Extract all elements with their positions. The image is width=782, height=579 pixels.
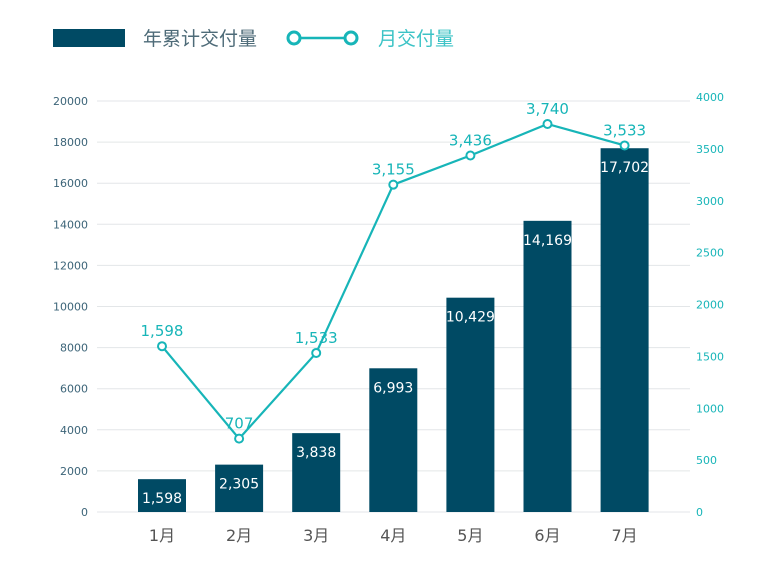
left-axis-tick-label: 14000 (53, 218, 88, 231)
bar (215, 464, 264, 512)
bar-data-label: 14,169 (523, 233, 572, 249)
line-data-label: 707 (225, 415, 254, 433)
left-axis-tick-label: 12000 (53, 259, 88, 272)
right-axis: 0 500 1000 1500 2000 2500 3000 3500 4000 (696, 91, 724, 519)
bar-data-label: 17,702 (600, 160, 649, 176)
bar-data-label: 10,429 (446, 310, 495, 326)
left-axis-tick-label: 10000 (53, 301, 88, 314)
right-axis-tick-label: 2000 (696, 299, 724, 312)
right-axis-tick-label: 3500 (696, 143, 724, 156)
left-axis-tick-label: 0 (81, 506, 88, 519)
legend-line-marker (343, 30, 359, 46)
line-marker (542, 118, 553, 129)
line-data-label: 1,598 (141, 322, 184, 340)
left-axis-tick-label: 2000 (60, 465, 88, 478)
line-marker (619, 140, 630, 151)
legend: 年累计交付量 月交付量 (53, 28, 454, 50)
x-axis-tick-label: 5月 (457, 526, 483, 545)
bar (523, 220, 572, 512)
x-axis-tick-label: 3月 (303, 526, 329, 545)
right-axis-tick-label: 2500 (696, 247, 724, 260)
bar (369, 368, 418, 512)
bar-data-label: 2,305 (219, 477, 259, 493)
line-data-label: 3,740 (526, 100, 569, 118)
line-marker (311, 347, 322, 358)
right-axis-tick-label: 4000 (696, 91, 724, 104)
x-axis-tick-label: 4月 (380, 526, 406, 545)
bar-data-label: 6,993 (373, 380, 413, 396)
x-axis-tick-label: 6月 (534, 526, 560, 545)
bar (600, 148, 649, 512)
right-axis-tick-label: 500 (696, 454, 717, 467)
line-data-label: 3,436 (449, 132, 492, 150)
bars: 1,598 2,305 3,838 6,993 10,429 14,169 17,702 (138, 148, 649, 512)
x-axis-tick-label: 2月 (226, 526, 252, 545)
legend-line-marker (286, 30, 302, 46)
line-series: 1,598 707 1,533 3,155 3,436 3,740 3,533 (141, 100, 646, 444)
legend-bar-swatch (53, 29, 125, 47)
line-marker (388, 179, 399, 190)
left-axis-tick-label: 18000 (53, 136, 88, 149)
x-axis-tick-label: 1月 (149, 526, 175, 545)
bar-data-label: 3,838 (296, 445, 336, 461)
legend-line-label: 月交付量 (378, 28, 454, 50)
bar (292, 433, 341, 512)
left-axis-tick-label: 8000 (60, 342, 88, 355)
line-data-label: 1,533 (295, 329, 338, 347)
right-axis-tick-label: 1000 (696, 402, 724, 415)
right-axis-tick-label: 1500 (696, 350, 724, 363)
x-axis: 1月 2月 3月 4月 5月 6月 7月 (149, 526, 638, 545)
legend-bar-label: 年累计交付量 (143, 28, 257, 50)
line-marker (465, 150, 476, 161)
line-data-label: 3,533 (603, 121, 646, 139)
left-axis: 0 2000 4000 6000 8000 10000 12000 14000 16000 180… (53, 95, 88, 519)
x-axis-tick-label: 7月 (612, 526, 638, 545)
bar-data-label: 1,598 (142, 491, 182, 507)
right-axis-tick-label: 3000 (696, 195, 724, 208)
left-axis-tick-label: 16000 (53, 177, 88, 190)
line-marker (234, 433, 245, 444)
left-axis-tick-label: 6000 (60, 383, 88, 396)
left-axis-tick-label: 4000 (60, 424, 88, 437)
bar (138, 479, 186, 512)
line-data-label: 3,155 (372, 161, 415, 179)
line-marker (157, 341, 167, 352)
left-axis-tick-label: 20000 (53, 95, 88, 108)
right-axis-tick-label: 0 (696, 506, 703, 519)
bar (446, 297, 495, 512)
